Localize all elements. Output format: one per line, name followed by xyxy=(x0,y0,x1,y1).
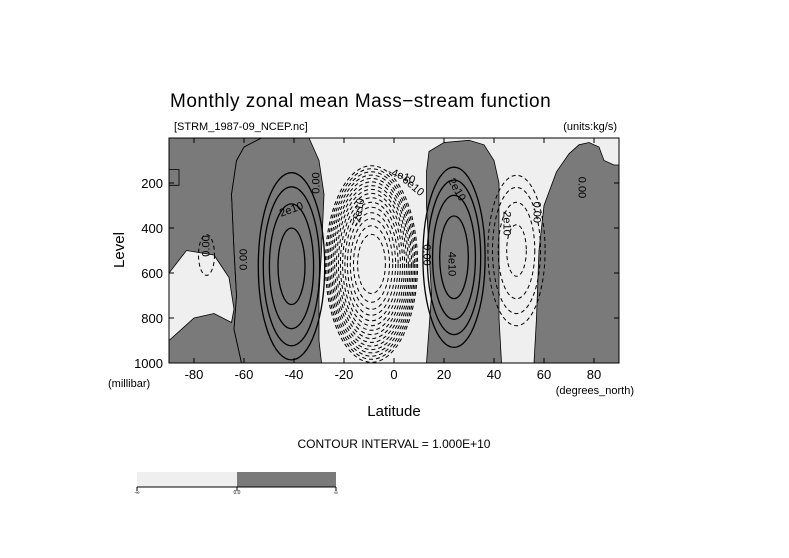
x-tick-label: 0 xyxy=(390,367,397,382)
y-unit-label: (millibar) xyxy=(108,378,150,390)
contour-line xyxy=(329,174,414,354)
positive-region xyxy=(426,140,502,363)
contour-line xyxy=(346,212,397,316)
colorbar-label-zero: 0.0 xyxy=(234,490,241,496)
contour-line xyxy=(327,171,416,357)
contour-line xyxy=(326,168,417,360)
x-tick-label: 40 xyxy=(487,367,501,382)
contour-line xyxy=(332,181,411,347)
contour-line xyxy=(426,179,482,336)
cell-north-polar-negative xyxy=(198,234,215,276)
colorbar-positive-swatch xyxy=(237,472,336,487)
zero-contour xyxy=(533,142,619,363)
contour-line xyxy=(336,188,407,340)
contour-line xyxy=(268,203,315,330)
axis-ticks: -80 -60 -40 -20 0 20 40 60 80 200 400 600 800 1000 xyxy=(134,138,619,382)
units-label: (units:kg/s) xyxy=(563,121,617,133)
contour-interval-label: CONTOUR INTERVAL = 1.000E+10 xyxy=(298,437,491,451)
contour-line xyxy=(431,194,477,320)
contour-line xyxy=(353,225,390,303)
y-tick-label: 600 xyxy=(141,266,163,281)
x-tick-label: 20 xyxy=(437,367,451,382)
contour-line xyxy=(357,233,386,295)
contour-line xyxy=(349,218,394,310)
contour-line xyxy=(506,224,527,277)
x-tick-label: 60 xyxy=(537,367,551,382)
contour-line xyxy=(344,206,399,322)
positive-region xyxy=(534,142,619,363)
x-tick-label: -40 xyxy=(285,367,304,382)
colorbar-negative-swatch xyxy=(137,472,237,487)
contour-line xyxy=(342,201,401,327)
zero-contour xyxy=(169,169,180,186)
x-tick-label: -20 xyxy=(335,367,354,382)
contour-label: -2e10 xyxy=(351,197,368,227)
contour-label: 0.00 xyxy=(310,172,322,193)
contour-label: 0.00 xyxy=(421,244,433,265)
contour-line xyxy=(334,185,409,343)
contour-line xyxy=(324,165,419,363)
contour-label: 2e10 xyxy=(501,211,513,235)
cell-southern-ferrel-positive xyxy=(257,172,326,361)
positive-region xyxy=(231,138,324,363)
contour-label: 0.00 xyxy=(576,177,588,198)
contour-label: 0.00 xyxy=(238,249,250,270)
y-tick-label: 400 xyxy=(141,221,163,236)
x-unit-label: (degrees_north) xyxy=(556,385,634,397)
contour-line xyxy=(497,201,536,300)
zero-contour xyxy=(231,138,325,363)
contour-line xyxy=(492,186,541,315)
contour-line xyxy=(439,215,469,300)
contour-line xyxy=(487,174,546,327)
cell-northern-hadley-positive xyxy=(422,166,486,349)
y-tick-label: 200 xyxy=(141,176,163,191)
colorbar: -∞ 0.0 ∞ xyxy=(134,472,338,496)
contour-label: 4e10 xyxy=(446,252,458,276)
x-axis-title: Latitude xyxy=(367,403,420,420)
contour-line xyxy=(330,177,413,351)
chart-title: Monthly zonal mean Mass−stream function xyxy=(170,91,551,112)
positive-region xyxy=(169,138,262,363)
y-axis-title: Level xyxy=(111,232,128,268)
zero-contour xyxy=(426,139,502,363)
colorbar-label-max: ∞ xyxy=(334,490,338,496)
contour-line xyxy=(337,192,406,336)
colorbar-label-min: -∞ xyxy=(134,490,140,496)
contour-line xyxy=(422,166,486,349)
positive-region xyxy=(169,169,179,186)
y-tick-label: 1000 xyxy=(134,356,163,371)
y-tick-label: 800 xyxy=(141,311,163,326)
cell-northern-ferrel-negative xyxy=(487,174,546,327)
contour-label: 0.00 xyxy=(200,235,212,256)
contour-line xyxy=(277,227,306,306)
contour-label: 0.00 xyxy=(531,202,543,223)
contour-line xyxy=(257,172,326,361)
contour-line xyxy=(339,197,404,331)
contour-line xyxy=(262,186,321,347)
cell-hadley-negative xyxy=(324,165,419,363)
file-label: [STRM_1987-09_NCEP.nc] xyxy=(174,121,308,133)
x-tick-label: -60 xyxy=(235,367,254,382)
contour-line xyxy=(198,234,215,276)
x-tick-label: -80 xyxy=(185,367,204,382)
x-tick-label: 80 xyxy=(587,367,601,382)
